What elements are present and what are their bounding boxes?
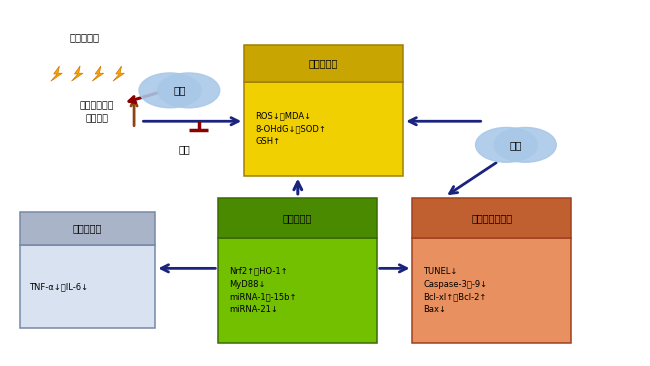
Circle shape [476, 127, 538, 162]
Text: TUNEL↓
Caspase-3，-9↓
Bcl-xl↑，Bcl-2↑
Bax↓: TUNEL↓ Caspase-3，-9↓ Bcl-xl↑，Bcl-2↑ Bax↓ [423, 267, 488, 314]
Text: ヒドロキシル
ラジカル: ヒドロキシル ラジカル [80, 101, 114, 123]
Polygon shape [113, 66, 124, 81]
Text: 酸化: 酸化 [179, 144, 190, 154]
FancyBboxPatch shape [412, 198, 571, 238]
Polygon shape [51, 66, 62, 81]
FancyBboxPatch shape [218, 238, 377, 343]
Text: 遵伝子発現: 遵伝子発現 [283, 213, 312, 223]
FancyBboxPatch shape [244, 45, 402, 82]
Circle shape [139, 73, 201, 108]
Text: 水素: 水素 [173, 85, 186, 96]
FancyBboxPatch shape [218, 198, 377, 238]
Text: ROS↓，MDA↓
8-OHdG↓，SOD↑
GSH↑: ROS↓，MDA↓ 8-OHdG↓，SOD↑ GSH↑ [255, 111, 326, 146]
Text: 抗酸化作用: 抗酸化作用 [309, 58, 338, 68]
Polygon shape [92, 66, 103, 81]
Polygon shape [72, 66, 83, 81]
FancyBboxPatch shape [20, 212, 155, 244]
Text: Nrf2↑，HO-1↑
MyD88↓
miRNA-1，-15b↑
miRNA-21↓: Nrf2↑，HO-1↑ MyD88↓ miRNA-1，-15b↑ miRNA-2… [229, 267, 297, 314]
FancyBboxPatch shape [412, 238, 571, 343]
Text: 水素: 水素 [510, 140, 522, 150]
Text: 抗炎症作用: 抗炎症作用 [73, 223, 102, 234]
Text: 放射線照射: 放射線照射 [70, 32, 99, 42]
Circle shape [494, 127, 556, 162]
Text: TNF-α↓，IL-6↓: TNF-α↓，IL-6↓ [29, 282, 88, 291]
Circle shape [158, 73, 220, 108]
Text: 抗細胞数死作用: 抗細胞数死作用 [471, 213, 512, 223]
FancyBboxPatch shape [244, 82, 402, 176]
FancyBboxPatch shape [20, 244, 155, 328]
